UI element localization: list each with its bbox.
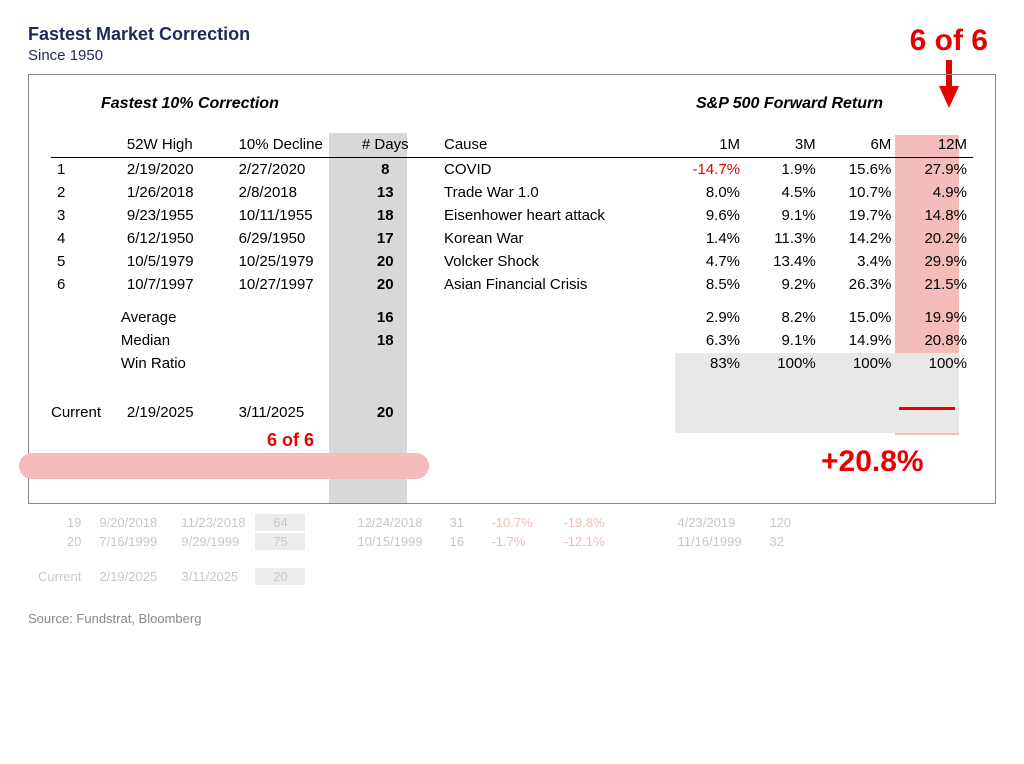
table-row: 5 10/5/1979 10/25/1979 20 Volcker Shock …	[51, 250, 973, 273]
col-high: 52W High	[121, 133, 233, 158]
section-right-heading: S&P 500 Forward Return	[696, 95, 883, 113]
page-title: Fastest Market Correction	[28, 24, 996, 45]
col-1m: 1M	[670, 133, 746, 158]
annot-return-big: +20.8%	[821, 445, 924, 479]
table-row: 1 2/19/2020 2/27/2020 8 COVID -14.7% 1.9…	[51, 158, 973, 182]
current-row: Current 2/19/2025 3/11/2025 20	[51, 401, 973, 424]
stats-row: Win Ratio 83% 100% 100% 100%	[51, 352, 973, 375]
source-attribution: Source: Fundstrat, Bloomberg	[28, 611, 996, 626]
faded-table: 19 9/20/2018 11/23/2018 64 12/24/2018 31…	[28, 512, 813, 587]
table-header-row: 52W High 10% Decline # Days Cause 1M 3M …	[51, 133, 973, 158]
page-subtitle: Since 1950	[28, 47, 996, 64]
col-6m: 6M	[822, 133, 898, 158]
table-row: 2 1/26/2018 2/8/2018 13 Trade War 1.0 8.…	[51, 181, 973, 204]
stats-row: Median 18 6.3% 9.1% 14.9% 20.8%	[51, 329, 973, 352]
col-12m: 12M	[897, 133, 973, 158]
table-row: 3 9/23/1955 10/11/1955 18 Eisenhower hea…	[51, 204, 973, 227]
faded-row: 19 9/20/2018 11/23/2018 64 12/24/2018 31…	[30, 514, 811, 531]
median-underline	[899, 407, 955, 410]
table-row: 4 6/12/1950 6/29/1950 17 Korean War 1.4%…	[51, 227, 973, 250]
faded-row: 20 7/16/1999 9/29/1999 75 10/15/1999 16 …	[30, 533, 811, 550]
section-left-heading: Fastest 10% Correction	[101, 95, 421, 113]
col-cause: Cause	[426, 133, 670, 158]
col-decl: 10% Decline	[233, 133, 345, 158]
col-3m: 3M	[746, 133, 822, 158]
correction-table: 52W High 10% Decline # Days Cause 1M 3M …	[51, 133, 973, 424]
current-highlight	[19, 453, 429, 479]
col-idx	[51, 133, 121, 158]
stats-row: Average 16 2.9% 8.2% 15.0% 19.9%	[51, 306, 973, 329]
annot-6of6-mid: 6 of 6	[267, 430, 314, 451]
col-days: # Days	[345, 133, 426, 158]
main-panel: 6 of 6 +20.8% Fastest 10% Correction S&P…	[28, 74, 996, 504]
callout-top-text: 6 of 6	[910, 24, 988, 58]
faded-current-row: Current 2/19/2025 3/11/2025 20	[30, 568, 811, 585]
table-row: 6 10/7/1997 10/27/1997 20 Asian Financia…	[51, 273, 973, 296]
